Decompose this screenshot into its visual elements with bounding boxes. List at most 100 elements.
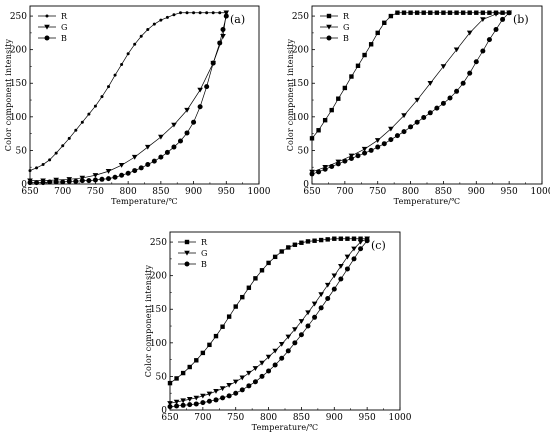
data-point-r <box>120 62 124 66</box>
data-point-r <box>272 254 278 260</box>
data-point-b <box>174 403 180 409</box>
x-tick-label: 900 <box>468 187 485 197</box>
data-point-b <box>252 379 258 385</box>
data-point-g <box>272 348 278 354</box>
x-tick-label: 800 <box>260 413 277 423</box>
legend-marker <box>326 24 332 30</box>
data-point-g <box>351 246 357 252</box>
series-line-b <box>30 15 227 184</box>
data-point-b <box>460 80 466 86</box>
data-point-b <box>355 153 361 159</box>
x-tick-label: 850 <box>152 187 169 197</box>
data-point-r <box>87 112 91 116</box>
series-line-g <box>311 12 510 173</box>
data-point-r <box>167 380 173 386</box>
data-point-b <box>151 158 157 164</box>
data-point-g <box>118 162 125 168</box>
data-point-g <box>239 375 246 381</box>
data-point-b <box>381 141 387 147</box>
data-point-r <box>351 236 357 241</box>
data-point-b <box>486 37 492 43</box>
panel-label: (b) <box>513 13 529 26</box>
legend-label: G <box>343 23 349 32</box>
data-point-b <box>316 169 322 175</box>
data-point-g <box>361 146 368 152</box>
data-point-g <box>184 107 190 113</box>
panel-label: (a) <box>230 13 245 26</box>
data-point-g <box>144 144 151 150</box>
data-point-r <box>159 18 163 22</box>
legend-marker <box>44 24 50 30</box>
data-point-r <box>292 242 298 247</box>
data-point-b <box>440 100 446 106</box>
data-point-r <box>218 11 222 15</box>
data-point-b <box>204 84 210 90</box>
data-point-r <box>454 10 459 15</box>
data-point-r <box>358 236 363 241</box>
data-point-g <box>223 10 230 16</box>
legend-label: R <box>343 12 350 21</box>
data-point-b <box>119 172 125 178</box>
chart-panel: 650 700 750 800 850 900 950 1000 0 50 100 150 200 250… <box>4 5 271 206</box>
data-point-r <box>213 333 219 339</box>
data-point-r <box>305 239 311 244</box>
data-point-g <box>480 17 486 23</box>
data-point-r <box>253 276 258 281</box>
data-point-r <box>198 11 202 15</box>
data-point-b <box>53 179 59 185</box>
data-point-b <box>298 332 304 338</box>
data-point-g <box>388 126 394 132</box>
data-point-r <box>185 11 189 15</box>
data-point-b <box>325 295 331 301</box>
plot-frame <box>169 231 401 411</box>
series-line-r <box>311 12 510 139</box>
y-tick-label: 150 <box>150 305 167 315</box>
data-point-b <box>246 383 252 389</box>
y-tick-label: 200 <box>10 46 27 56</box>
data-point-r <box>447 10 453 15</box>
x-tick-label: 650 <box>303 187 320 197</box>
data-point-g <box>158 134 164 140</box>
data-point-g <box>344 254 351 260</box>
data-point-b <box>388 137 394 143</box>
data-point-g <box>285 334 292 340</box>
y-tick-label: 250 <box>150 238 167 248</box>
y-axis-title: Color component intensity <box>144 264 153 377</box>
data-point-r <box>342 85 348 91</box>
data-point-r <box>428 10 433 15</box>
y-tick-label: 250 <box>292 12 309 22</box>
y-axis-title: Color component intensity <box>4 38 13 151</box>
data-point-b <box>414 119 420 125</box>
series-line-r <box>169 238 368 384</box>
data-point-r <box>240 294 245 300</box>
x-tick-label: 950 <box>359 413 376 423</box>
data-point-r <box>259 268 265 273</box>
data-point-b <box>364 238 370 244</box>
data-point-r <box>338 236 344 241</box>
series-line-b <box>169 240 368 407</box>
data-point-r <box>318 237 324 243</box>
data-point-r <box>174 376 179 381</box>
x-tick-label: 1000 <box>389 413 412 423</box>
data-point-b <box>164 149 170 155</box>
data-point-r <box>152 22 156 26</box>
data-point-g <box>305 310 311 316</box>
data-point-g <box>200 393 206 399</box>
data-point-r <box>329 107 334 113</box>
data-point-b <box>279 355 285 361</box>
legend-marker <box>326 35 332 41</box>
x-axis-title: Temperature/℃ <box>394 197 461 206</box>
data-point-g <box>453 47 460 53</box>
y-tick-label: 100 <box>150 339 167 349</box>
data-point-r <box>395 10 400 15</box>
data-point-g <box>186 397 193 402</box>
data-point-r <box>192 11 196 15</box>
data-point-b <box>401 129 407 135</box>
data-point-g <box>338 264 344 269</box>
data-point-r <box>500 10 505 15</box>
data-point-b <box>394 133 400 139</box>
legend-label: G <box>201 249 207 258</box>
data-point-r <box>441 10 446 15</box>
data-point-b <box>421 115 427 121</box>
data-point-r <box>67 136 71 140</box>
